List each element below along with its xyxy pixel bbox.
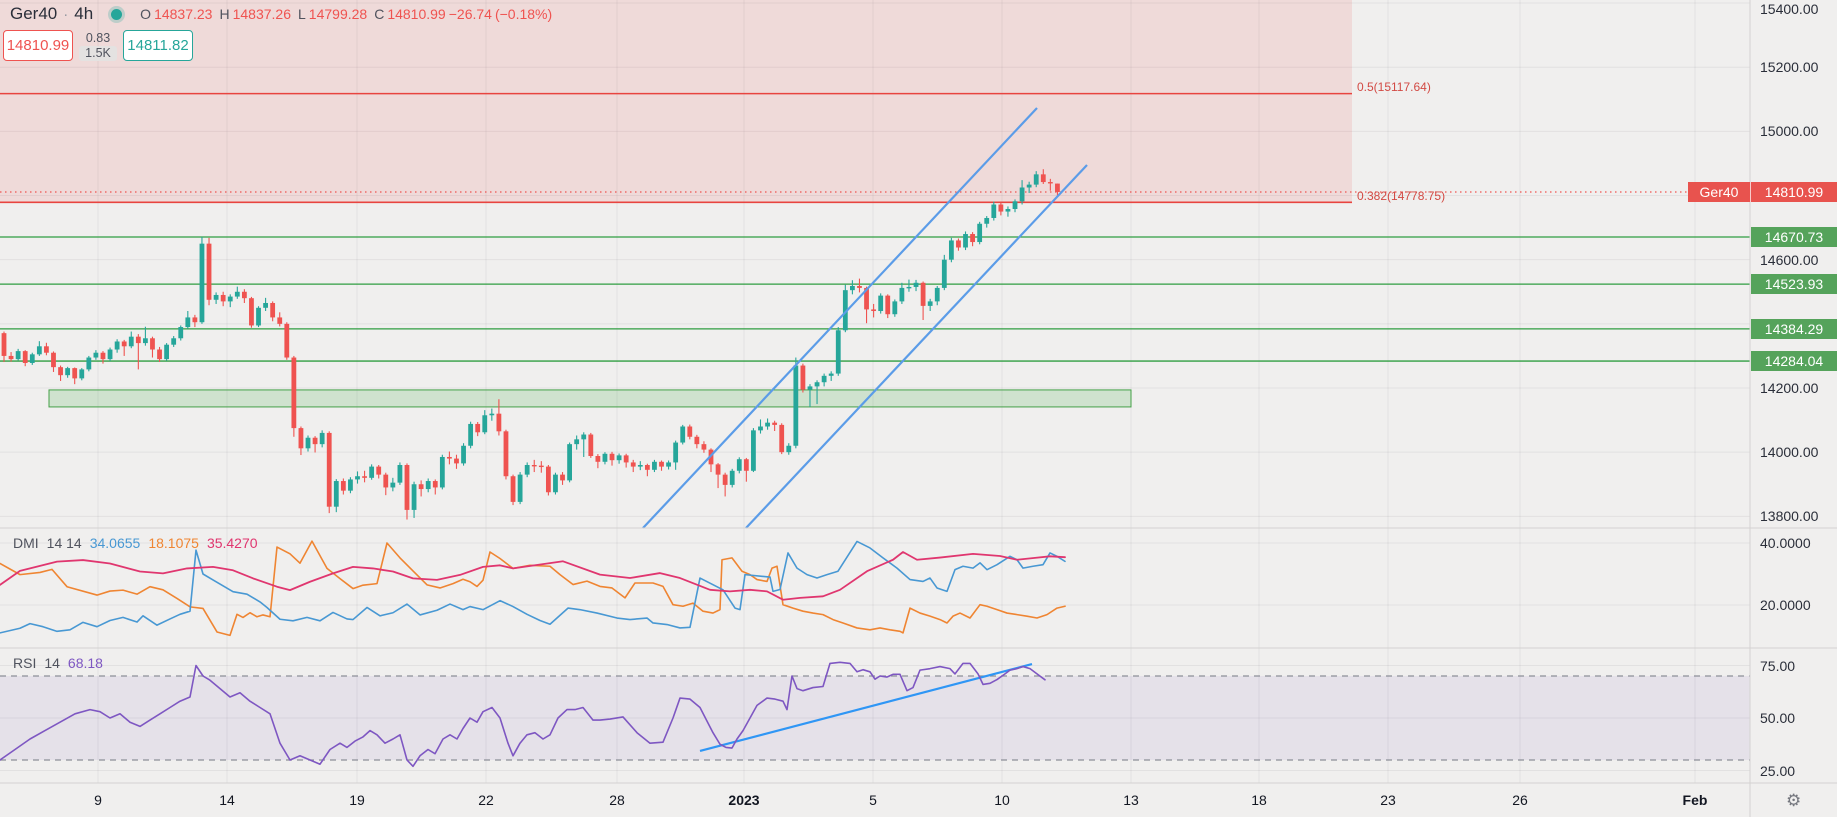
time-tick: Feb	[1682, 792, 1708, 808]
symbol-price-tag: Ger40	[1688, 182, 1751, 202]
volume-chip: 1.5K	[79, 46, 117, 61]
dmi-tick: 40.0000	[1760, 535, 1811, 551]
dmi-adx-value: 35.4270	[206, 535, 258, 551]
dmi-minus-di-value: 18.1075	[148, 535, 199, 551]
close-label: C	[374, 6, 385, 22]
time-tick: 28	[609, 792, 625, 808]
last-price-tag: 14810.99	[1751, 182, 1837, 202]
open-label: O	[140, 6, 152, 22]
buy-button[interactable]: 14811.82	[123, 30, 193, 61]
time-tick: 10	[994, 792, 1010, 808]
low-label: L	[298, 6, 306, 22]
rsi-tick: 75.00	[1760, 657, 1796, 674]
time-tick: 13	[1123, 792, 1139, 808]
time-tick: 22	[478, 792, 494, 808]
rsi-indicator-header[interactable]: RSI 14 68.18	[13, 655, 103, 671]
price-tick: 15200.00	[1760, 59, 1819, 76]
dmi-tick: 20.0000	[1760, 597, 1811, 613]
price-tick: 15400.00	[1760, 1, 1819, 17]
close-value: 14810.99	[387, 6, 446, 22]
timeframe-label[interactable]: 4h	[74, 4, 94, 23]
time-tick: 9	[94, 792, 102, 808]
chart-legend: Ger40 · 4h O 14837.23 H 14837.26 L 14799…	[10, 4, 552, 24]
ohlc-values: O 14837.23 H 14837.26 L 14799.28 C 14810…	[140, 6, 552, 22]
time-tick: 14	[219, 792, 235, 808]
spread-value: 0.83	[85, 31, 111, 45]
level-price-tag: 14384.29	[1751, 318, 1837, 339]
level-price-tag: 14670.73	[1751, 226, 1837, 247]
rsi-params: 14	[44, 655, 60, 671]
price-tick: 13800.00	[1760, 508, 1819, 525]
rsi-value: 68.18	[67, 655, 103, 671]
time-tick: 2023	[728, 792, 760, 808]
time-tick: 19	[349, 792, 365, 808]
high-value: 14837.26	[232, 6, 291, 22]
price-tick: 14000.00	[1760, 444, 1819, 461]
fib-0382-label[interactable]: 0.382(14778.75)	[1357, 189, 1446, 203]
price-tick: 15000.00	[1760, 123, 1819, 140]
price-tick: 14200.00	[1760, 380, 1819, 396]
time-tick: 23	[1380, 792, 1396, 808]
price-tick: 14600.00	[1760, 251, 1819, 268]
time-tick: 5	[869, 792, 877, 808]
timezone-settings-gear-icon[interactable]: ⚙	[1786, 791, 1802, 810]
dmi-plus-di-value: 34.0655	[89, 535, 141, 551]
time-tick: 26	[1512, 792, 1528, 808]
high-label: H	[219, 6, 230, 22]
symbol-name[interactable]: Ger40	[10, 4, 58, 23]
level-price-tag: 14523.93	[1751, 274, 1837, 295]
change-percent: (−0.18%)	[494, 6, 553, 22]
trade-panel: 14810.99 0.83 1.5K 14811.82	[3, 30, 193, 61]
dmi-indicator-header[interactable]: DMI 14 14 34.0655 18.1075 35.4270	[13, 535, 258, 551]
fib-05-label[interactable]: 0.5(15117.64)	[1357, 80, 1431, 94]
dmi-name: DMI	[13, 535, 39, 551]
change-value: −26.74	[448, 6, 492, 22]
level-price-tag: 14284.04	[1751, 351, 1837, 372]
low-value: 14799.28	[308, 6, 368, 22]
dmi-params: 14 14	[46, 535, 82, 551]
legend-separator: ·	[63, 5, 69, 23]
sell-button[interactable]: 14810.99	[3, 30, 73, 61]
open-value: 14837.23	[154, 6, 213, 22]
rsi-tick: 25.00	[1760, 762, 1796, 779]
market-status-icon	[111, 8, 123, 20]
spread-column: 0.83 1.5K	[73, 30, 123, 61]
time-tick: 18	[1251, 792, 1267, 808]
rsi-name: RSI	[13, 655, 37, 671]
rsi-tick: 50.00	[1760, 710, 1796, 726]
